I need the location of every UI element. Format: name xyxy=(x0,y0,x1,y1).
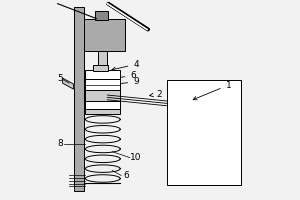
Bar xyxy=(85,19,125,51)
Text: 10: 10 xyxy=(130,153,142,162)
Bar xyxy=(85,109,120,114)
Text: 6: 6 xyxy=(111,71,136,80)
Bar xyxy=(85,90,120,101)
Bar xyxy=(85,70,120,79)
Text: 1: 1 xyxy=(193,81,231,100)
Bar xyxy=(85,101,120,109)
Text: 5: 5 xyxy=(57,74,63,83)
Text: 8: 8 xyxy=(57,139,63,148)
Text: 6: 6 xyxy=(123,171,129,180)
Bar xyxy=(93,65,108,71)
Text: 4: 4 xyxy=(112,60,139,71)
Bar xyxy=(98,51,107,70)
Text: 2: 2 xyxy=(150,90,162,99)
Text: 9: 9 xyxy=(111,77,139,86)
Bar xyxy=(167,80,242,185)
Bar xyxy=(85,79,120,90)
Polygon shape xyxy=(63,78,74,89)
Bar xyxy=(74,7,85,191)
Bar xyxy=(95,11,108,20)
